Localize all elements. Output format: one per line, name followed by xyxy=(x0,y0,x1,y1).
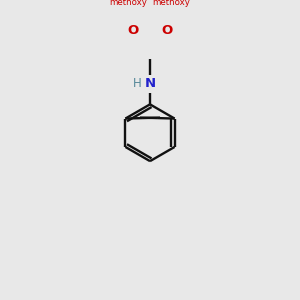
Text: H: H xyxy=(132,77,141,90)
Text: methoxy: methoxy xyxy=(110,0,148,7)
Text: O: O xyxy=(162,24,173,37)
Text: O: O xyxy=(127,24,138,37)
Text: methoxy: methoxy xyxy=(152,0,190,7)
Text: N: N xyxy=(144,77,156,90)
